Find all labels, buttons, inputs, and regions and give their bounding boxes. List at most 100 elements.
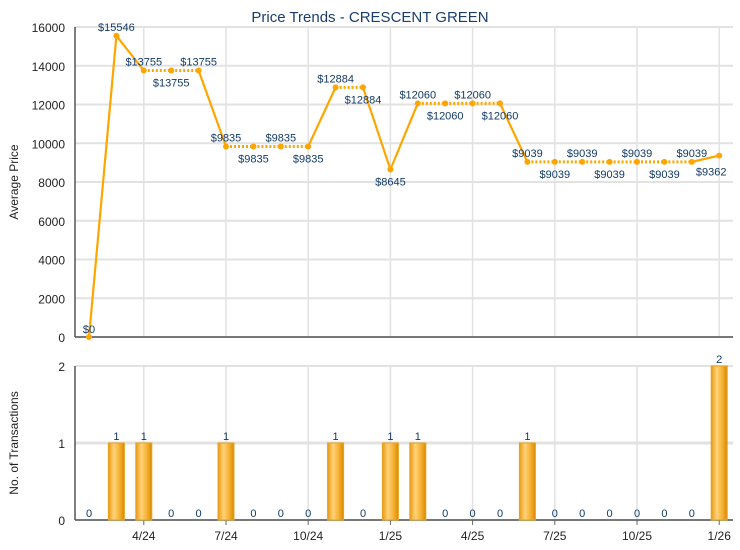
price-point [634,158,640,165]
price-data-label: $9835 [211,132,242,144]
transaction-bar [107,442,125,521]
bottom-y-axis-label: No. of Transactions [7,391,21,494]
transaction-data-label: 0 [689,508,695,520]
price-data-label: $9835 [293,153,324,165]
transaction-bar [327,442,345,521]
transaction-data-label: 0 [552,508,558,520]
transaction-data-label: 0 [661,508,667,520]
price-point [250,143,257,150]
price-point [223,143,229,150]
price-data-label: $9039 [567,148,598,160]
price-data-label: $15546 [98,22,135,34]
price-point [579,158,586,165]
price-point [140,67,147,74]
price-point [332,84,339,91]
y-tick-label: 0 [58,331,65,345]
price-data-label: $8645 [375,177,406,189]
top-y-axis-label: Average Price [7,144,21,219]
price-data-label: $9039 [512,148,543,160]
y-tick-label: 16000 [32,21,66,35]
price-data-label: $9835 [266,132,297,144]
price-data-label: $12884 [345,94,382,106]
transaction-data-label: 0 [579,508,585,520]
price-data-label: $9039 [649,169,680,181]
price-point [688,158,695,165]
price-data-label: $13755 [180,56,217,68]
price-data-label: $13755 [125,56,162,68]
price-data-label: $12060 [454,89,491,101]
transaction-data-label: 1 [333,431,339,443]
transaction-bar [381,442,399,521]
transaction-data-label: 1 [113,431,119,443]
transaction-data-label: 1 [415,431,421,443]
transaction-data-label: 0 [497,508,503,520]
price-point [469,100,476,107]
price-data-label: $9039 [622,148,653,160]
transaction-bar [518,442,536,521]
transaction-data-label: 1 [223,431,229,443]
transaction-data-label: 0 [86,508,92,520]
price-data-label: $9362 [696,167,727,179]
price-point [360,84,366,91]
price-point [86,334,92,340]
x-tick-label: 4/24 [132,529,156,543]
x-tick-label: 1/26 [708,529,732,543]
x-tick-label: 7/24 [214,529,238,543]
y-tick-label: 8000 [38,176,65,190]
x-tick-label: 7/25 [543,529,567,543]
price-line-segment [197,70,228,147]
transaction-data-label: 0 [470,508,476,520]
price-data-label: $9039 [677,148,708,160]
price-line-segment [361,87,392,170]
transaction-data-label: 0 [360,508,366,520]
price-data-label: $9039 [540,169,571,181]
y-tick-label: 10000 [32,137,66,151]
transaction-data-label: 1 [524,431,530,443]
price-point [551,158,558,165]
x-tick-label: 1/25 [379,529,403,543]
transaction-data-label: 0 [278,508,284,520]
y-tick-label: 2 [58,360,65,374]
x-tick-label: 4/25 [461,529,485,543]
transaction-data-label: 2 [716,354,722,366]
transaction-data-label: 0 [442,508,448,520]
price-line-segment [389,102,419,170]
price-line-segment [691,154,720,163]
x-tick-label: 10/24 [293,529,323,543]
price-point [606,158,613,165]
y-tick-label: 1 [58,437,65,451]
y-tick-label: 4000 [38,254,65,268]
transaction-data-label: 0 [250,508,256,520]
price-point [716,152,723,159]
transaction-data-label: 0 [196,508,202,520]
price-point [524,158,531,165]
price-point [442,100,449,107]
price-data-label: $0 [83,324,95,336]
price-point [387,166,394,173]
x-tick-label: 10/25 [622,529,652,543]
price-point [497,100,503,107]
transaction-data-label: 0 [168,508,174,520]
transaction-bar [710,365,728,521]
price-data-label: $12884 [317,73,354,85]
transaction-bar [217,442,235,521]
price-point [305,143,312,150]
y-tick-label: 0 [58,514,65,528]
price-data-label: $9039 [594,169,625,181]
price-line-segment [115,35,145,72]
transaction-data-label: 1 [141,431,147,443]
price-data-label: $12060 [482,110,519,122]
transaction-data-label: 0 [305,508,311,520]
price-line-segment [307,86,337,147]
transaction-data-label: 1 [387,431,393,443]
price-line-segment [87,35,118,338]
price-data-label: $12060 [427,110,464,122]
y-tick-label: 2000 [38,292,65,306]
price-point [661,158,668,165]
price-line-segment [499,102,529,163]
price-data-label: $13755 [153,77,190,89]
transaction-bar [135,442,153,521]
price-data-label: $9835 [238,153,269,165]
y-tick-label: 6000 [38,215,65,229]
